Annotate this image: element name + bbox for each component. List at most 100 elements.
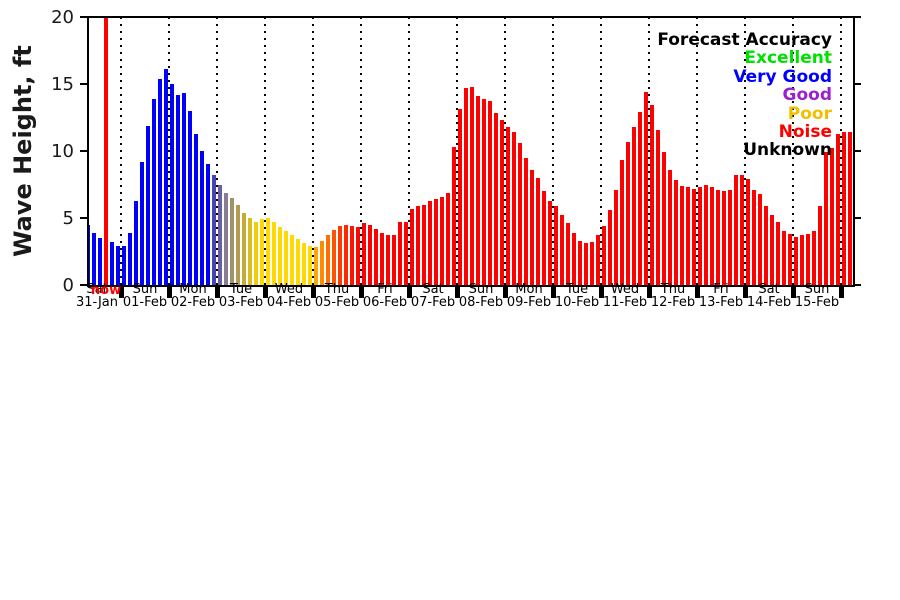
bar <box>487 101 493 285</box>
day-label: Tue 10-Feb <box>545 283 609 309</box>
bar <box>115 246 121 285</box>
now-marker-label: now <box>90 283 122 298</box>
bar <box>589 242 595 285</box>
y-tick-label: 5 <box>62 208 74 229</box>
day-gridline <box>648 17 650 285</box>
x-tick-mark <box>550 285 556 298</box>
bar <box>391 235 397 285</box>
bar <box>451 146 457 285</box>
bar <box>733 175 739 285</box>
day-date: 02-Feb <box>170 295 216 310</box>
bar <box>301 243 307 285</box>
bar <box>679 185 685 285</box>
bar <box>175 94 181 285</box>
day-label: Sat 14-Feb <box>737 283 801 309</box>
bar <box>721 191 727 285</box>
bar <box>229 197 235 285</box>
y-tick-mark <box>853 284 861 286</box>
bar <box>841 132 847 285</box>
bar <box>145 125 151 285</box>
bar <box>193 133 199 285</box>
x-tick-mark <box>838 285 844 298</box>
bar <box>817 205 823 285</box>
bar <box>361 223 367 285</box>
day-gridline <box>696 17 698 285</box>
bar <box>439 196 445 285</box>
bar <box>88 224 91 285</box>
bar <box>739 175 745 285</box>
bar <box>535 177 541 285</box>
bar <box>805 234 811 285</box>
bar <box>547 200 553 285</box>
day-gridline <box>552 17 554 285</box>
day-gridline <box>312 17 314 285</box>
bar <box>259 219 265 285</box>
bar <box>499 120 505 285</box>
day-gridline <box>408 17 410 285</box>
bar <box>217 184 223 285</box>
bar <box>283 231 289 285</box>
bar <box>337 226 343 285</box>
bar <box>457 109 463 285</box>
bar <box>757 193 763 285</box>
day-name: Mon <box>179 282 207 297</box>
day-gridline <box>744 17 746 285</box>
x-tick-mark <box>166 285 172 298</box>
bar <box>643 92 649 285</box>
legend-entry: Good <box>782 85 832 106</box>
bar <box>649 105 655 285</box>
now-marker-line <box>104 17 108 285</box>
legend-entry: Noise <box>778 122 832 143</box>
legend-entry: Unknown <box>743 140 832 161</box>
bar <box>745 179 751 285</box>
bar <box>223 192 229 285</box>
bar <box>379 232 385 285</box>
y-tick-mark <box>853 83 861 85</box>
x-tick-mark <box>118 285 124 298</box>
bar <box>529 169 535 285</box>
bar <box>475 96 481 285</box>
y-tick-mark <box>80 217 88 219</box>
day-name: Wed <box>610 282 640 297</box>
bar <box>787 234 793 285</box>
bar <box>541 191 547 285</box>
x-tick-mark <box>358 285 364 298</box>
bar <box>187 110 193 285</box>
bar <box>619 160 625 285</box>
bar <box>601 226 607 285</box>
x-tick-mark <box>502 285 508 298</box>
y-tick-mark <box>80 284 88 286</box>
bar <box>793 236 799 285</box>
y-tick-mark <box>853 150 861 152</box>
y-tick-label: 15 <box>51 74 74 95</box>
day-gridline <box>168 17 170 285</box>
day-label: Thu 05-Feb <box>305 283 369 310</box>
y-tick-label: 10 <box>51 141 74 162</box>
bar <box>469 86 475 285</box>
day-label: Sun 08-Feb <box>449 283 513 309</box>
bar <box>553 205 559 285</box>
bar <box>403 222 409 285</box>
bar <box>295 239 301 285</box>
bar <box>835 133 841 285</box>
day-date: 05-Feb <box>314 295 360 310</box>
bar <box>607 209 613 285</box>
bar <box>661 152 667 285</box>
day-date: 03-Feb <box>218 295 264 310</box>
day-name: Sun <box>132 282 158 297</box>
bar <box>697 187 703 285</box>
x-tick-mark <box>454 285 460 298</box>
legend-entry: Poor <box>787 103 832 124</box>
bar <box>691 188 697 285</box>
bar <box>769 215 775 285</box>
bar <box>685 187 691 285</box>
bar <box>397 222 403 285</box>
bar <box>409 208 415 285</box>
day-gridline <box>840 17 842 285</box>
bar <box>715 189 721 285</box>
bar <box>751 189 757 285</box>
bar <box>151 98 157 285</box>
bar <box>367 224 373 285</box>
bar <box>331 230 337 285</box>
bar <box>415 205 421 285</box>
